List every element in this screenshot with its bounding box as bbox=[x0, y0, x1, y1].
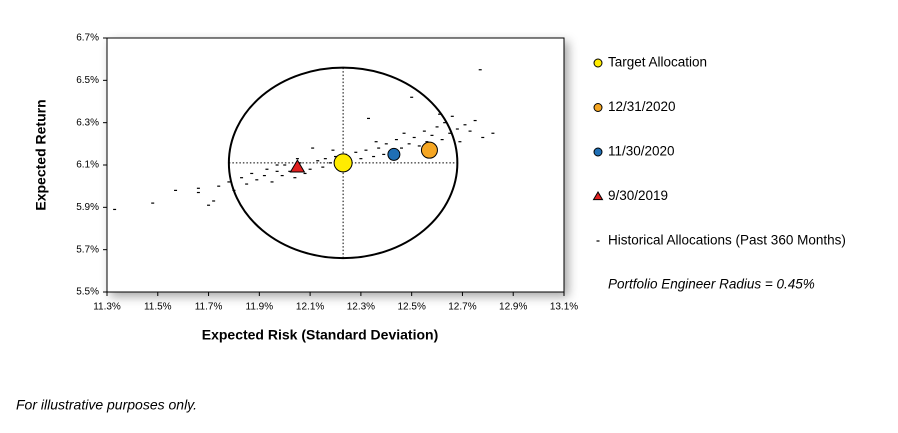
legend-label: Historical Allocations (Past 360 Months) bbox=[608, 233, 846, 248]
x-tick-label: 11.9% bbox=[246, 302, 274, 313]
x-tick-label: 11.3% bbox=[93, 302, 121, 313]
y-tick-label: 5.5% bbox=[76, 287, 99, 298]
legend-label: 9/30/2019 bbox=[608, 188, 668, 203]
legend-label: 12/31/2020 bbox=[608, 99, 676, 114]
x-tick-label: 11.7% bbox=[195, 302, 223, 313]
y-tick-label: 5.7% bbox=[76, 244, 99, 255]
legend-marker bbox=[593, 103, 603, 112]
y-tick-label: 6.7% bbox=[76, 33, 99, 44]
x-axis-title: Expected Risk (Standard Deviation) bbox=[202, 327, 439, 343]
x-tick-label: 12.1% bbox=[296, 302, 324, 313]
legend-label: 11/30/2020 bbox=[608, 144, 675, 159]
legend-marker bbox=[593, 58, 603, 68]
x-tick-label: 11.5% bbox=[144, 302, 172, 313]
x-tick-label: 13.1% bbox=[550, 302, 578, 313]
y-tick-label: 6.5% bbox=[76, 75, 99, 86]
point bbox=[289, 159, 306, 173]
point bbox=[387, 147, 401, 161]
x-tick-label: 12.5% bbox=[397, 302, 425, 313]
footnote: For illustrative purposes only. bbox=[16, 397, 197, 413]
x-tick-label: 12.7% bbox=[448, 302, 476, 313]
legend-label: Target Allocation bbox=[608, 55, 707, 70]
legend-marker bbox=[592, 191, 604, 201]
point bbox=[333, 153, 353, 173]
x-tick-label: 12.9% bbox=[499, 302, 527, 313]
legend-marker bbox=[593, 147, 603, 157]
x-tick-label: 12.3% bbox=[347, 302, 375, 313]
y-tick-label: 6.1% bbox=[76, 160, 99, 171]
point bbox=[420, 141, 438, 159]
y-axis-title: Expected Return bbox=[33, 99, 49, 210]
y-tick-label: 6.3% bbox=[76, 117, 99, 128]
y-tick-label: 5.9% bbox=[76, 202, 99, 213]
radius-note: Portfolio Engineer Radius = 0.45% bbox=[608, 277, 815, 292]
